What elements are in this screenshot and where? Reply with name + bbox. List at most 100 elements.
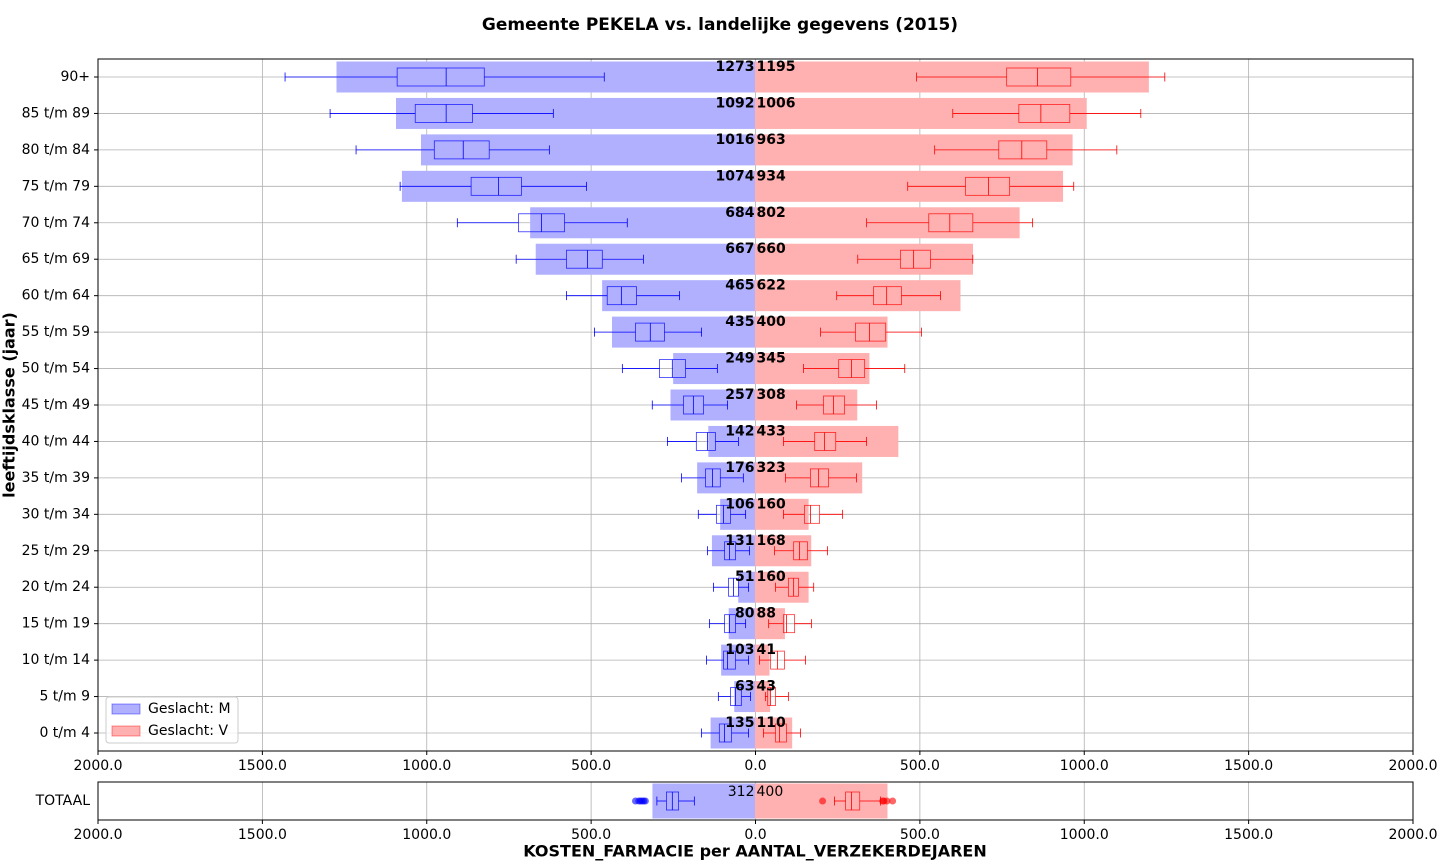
box: [814, 432, 837, 451]
value-label: 88: [757, 606, 776, 622]
plot-frame: [97, 58, 1414, 752]
value-label: 400: [757, 784, 784, 800]
box: [433, 140, 490, 160]
bar: [755, 97, 1087, 129]
x-tick-label: 500.0: [900, 827, 940, 843]
box: [823, 395, 845, 415]
y-tick-label: 85 t/m 89: [22, 105, 90, 121]
box: [767, 687, 776, 706]
x-tick-label: 2000.0: [74, 758, 123, 774]
box: [804, 504, 821, 524]
x-tick-label: 1000.0: [402, 827, 451, 843]
value-label: 1006: [757, 95, 796, 111]
box: [873, 286, 902, 306]
y-tick-label: 45 t/m 49: [22, 397, 90, 413]
x-tick-label: 2000.0: [1389, 827, 1438, 843]
box: [396, 67, 485, 87]
outlier: [883, 797, 891, 805]
box: [724, 614, 736, 634]
value-label: 433: [757, 423, 786, 439]
value-label: 131: [725, 533, 754, 549]
value-label: 400: [757, 314, 786, 330]
x-tick-label: 500.0: [571, 827, 611, 843]
value-label: 160: [757, 569, 786, 585]
x-tick-label: 1500.0: [238, 827, 287, 843]
y-tick-label: 15 t/m 19: [22, 616, 90, 632]
box: [928, 213, 974, 233]
legend-swatch: [111, 703, 141, 715]
value-label: 103: [725, 642, 754, 658]
box: [965, 176, 1011, 196]
value-label: 435: [725, 314, 754, 330]
x-tick-label: 1500.0: [238, 758, 287, 774]
y-tick-label: 35 t/m 39: [22, 470, 90, 486]
bar: [728, 608, 757, 640]
x-tick-label: 500.0: [900, 758, 940, 774]
x-tick-label: 1000.0: [1060, 827, 1109, 843]
value-label: 684: [725, 205, 754, 221]
value-label: 80: [735, 606, 755, 622]
value-label: 1016: [716, 132, 755, 148]
value-label: 249: [725, 351, 754, 367]
box: [723, 650, 736, 670]
box: [1006, 67, 1072, 87]
x-tick-label: 2000.0: [1389, 758, 1438, 774]
value-label: 160: [757, 496, 786, 512]
value-label: 168: [757, 533, 786, 549]
value-label: 963: [757, 132, 786, 148]
outlier: [889, 797, 897, 805]
y-tick-label: 5 t/m 9: [39, 689, 90, 705]
y-tick-label: 70 t/m 74: [22, 215, 90, 231]
x-tick-label: 0.0: [744, 758, 766, 774]
y-tick-label: 20 t/m 24: [22, 579, 90, 595]
box: [414, 104, 473, 123]
y-tick-label: 80 t/m 84: [22, 142, 90, 158]
chart-title: Gemeente PEKELA vs. landelijke gegevens …: [482, 15, 958, 35]
value-label: 308: [757, 387, 786, 403]
value-label: 934: [757, 168, 786, 184]
y-tick-label: 0 t/m 4: [39, 725, 90, 741]
box: [998, 140, 1048, 160]
y-tick-label: 90+: [60, 69, 90, 85]
value-label: 323: [757, 460, 786, 476]
value-label: 660: [757, 241, 786, 257]
x-tick-label: 1500.0: [1224, 758, 1273, 774]
value-label: 622: [757, 278, 786, 294]
value-label: 110: [757, 715, 786, 731]
legend-label: Geslacht: M: [148, 701, 231, 717]
bar: [755, 134, 1073, 166]
box: [793, 541, 808, 561]
y-tick-label: TOTAAL: [35, 793, 91, 809]
box: [1018, 104, 1071, 123]
y-tick-label: 55 t/m 59: [22, 324, 90, 340]
y-tick-label: 75 t/m 79: [22, 178, 90, 194]
value-label: 312: [728, 784, 755, 800]
box: [900, 249, 931, 269]
value-label: 135: [725, 715, 754, 731]
value-label: 1195: [757, 59, 796, 75]
x-tick-label: 1000.0: [1060, 758, 1109, 774]
box: [810, 468, 829, 488]
box: [783, 614, 796, 634]
box: [695, 432, 716, 451]
y-tick-label: 25 t/m 29: [22, 543, 90, 559]
bar: [420, 134, 756, 166]
value-label: 802: [757, 205, 786, 221]
bar: [535, 243, 756, 275]
value-label: 1074: [716, 168, 755, 184]
x-tick-label: 1000.0: [402, 758, 451, 774]
y-tick-label: 10 t/m 14: [22, 652, 90, 668]
bar: [755, 425, 899, 457]
value-label: 1092: [716, 95, 755, 111]
value-label: 142: [725, 423, 754, 439]
box: [845, 791, 861, 811]
bar: [755, 681, 771, 713]
x-tick-label: 2000.0: [74, 827, 123, 843]
value-label: 1273: [716, 59, 755, 75]
value-label: 41: [757, 642, 776, 658]
box: [775, 723, 787, 743]
x-axis-label: KOSTEN_FARMACIE per AANTAL_VERZEKERDEJAR…: [523, 842, 987, 861]
box: [566, 249, 603, 269]
box: [730, 687, 742, 706]
